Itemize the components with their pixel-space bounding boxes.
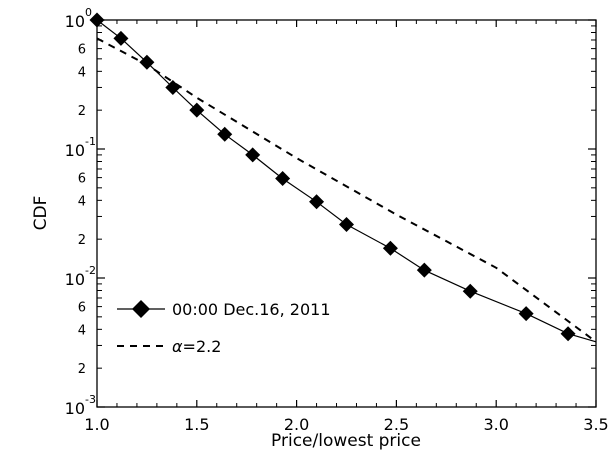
y-minor-tick-label: 4 bbox=[78, 65, 86, 80]
legend: 00:00 Dec.16, 2011 α=2.2 bbox=[117, 300, 331, 356]
data-point-marker bbox=[382, 240, 398, 256]
y-tick-base: 10 bbox=[65, 399, 85, 418]
x-tick-label-5: 3.5 bbox=[583, 415, 608, 434]
y-tick-exponent-2: -2 bbox=[85, 264, 96, 277]
y-minor-tick-label: 4 bbox=[78, 323, 86, 338]
x-axis-label: Price/lowest price bbox=[271, 431, 421, 451]
data-point-marker bbox=[113, 30, 129, 46]
y-minor-tick-label: 6 bbox=[78, 43, 86, 58]
data-point-marker bbox=[518, 306, 534, 322]
x-tick-label-2: 2.0 bbox=[284, 415, 309, 434]
legend-marker-series-1 bbox=[132, 300, 150, 318]
y-minor-tick-label: 2 bbox=[78, 233, 86, 248]
x-tick-label-4: 3.0 bbox=[483, 415, 508, 434]
y-tick-base: 10 bbox=[65, 270, 85, 289]
data-point-marker bbox=[139, 54, 155, 70]
plot-area-border bbox=[96, 19, 597, 408]
y-tick-label-3: 10 bbox=[65, 399, 85, 418]
y-tick-label-1: 10 bbox=[65, 141, 85, 160]
legend-label-series-2: α=2.2 bbox=[172, 337, 221, 356]
data-point-marker bbox=[275, 171, 291, 187]
y-axis-label: CDF bbox=[31, 196, 51, 231]
plot-frame bbox=[96, 19, 597, 408]
x-tick-label-1: 1.5 bbox=[184, 415, 209, 434]
y-tick-exponent-3: -3 bbox=[85, 393, 96, 406]
data-point-marker bbox=[462, 283, 478, 299]
data-point-marker bbox=[309, 194, 325, 210]
x-tick-label-0: 1.0 bbox=[84, 415, 109, 434]
data-point-marker bbox=[416, 262, 432, 278]
series-layer bbox=[89, 12, 597, 343]
y-tick-base: 10 bbox=[65, 141, 85, 160]
y-tick-exponent-1: -1 bbox=[85, 135, 96, 148]
y-tick-label-0: 10 bbox=[65, 12, 85, 31]
y-minor-tick-label: 6 bbox=[78, 301, 86, 316]
y-minor-tick-label: 2 bbox=[78, 104, 86, 119]
y-minor-tick-label: 4 bbox=[78, 194, 86, 209]
legend-alpha-symbol: α bbox=[172, 337, 183, 356]
y-tick-label-2: 10 bbox=[65, 270, 85, 289]
data-point-marker bbox=[217, 126, 233, 142]
legend-label-series-1: 00:00 Dec.16, 2011 bbox=[172, 300, 331, 319]
data-point-marker bbox=[245, 147, 261, 163]
data-point-marker bbox=[89, 12, 105, 28]
legend-alpha-value: =2.2 bbox=[183, 337, 222, 356]
data-point-marker bbox=[189, 102, 205, 118]
data-point-marker bbox=[339, 216, 354, 232]
y-tick-exponent-0: 0 bbox=[85, 6, 92, 19]
data-point-marker bbox=[560, 326, 576, 342]
y-minor-tick-label: 2 bbox=[78, 362, 86, 377]
x-tick-label-3: 2.5 bbox=[384, 415, 409, 434]
y-minor-tick-label: 6 bbox=[78, 172, 86, 187]
y-tick-base: 10 bbox=[65, 12, 85, 31]
x-axis-ticks: 1.0 1.5 2.0 2.5 3.0 3.5 bbox=[84, 20, 609, 434]
series-data-line bbox=[96, 19, 597, 343]
data-point-marker bbox=[165, 79, 181, 95]
